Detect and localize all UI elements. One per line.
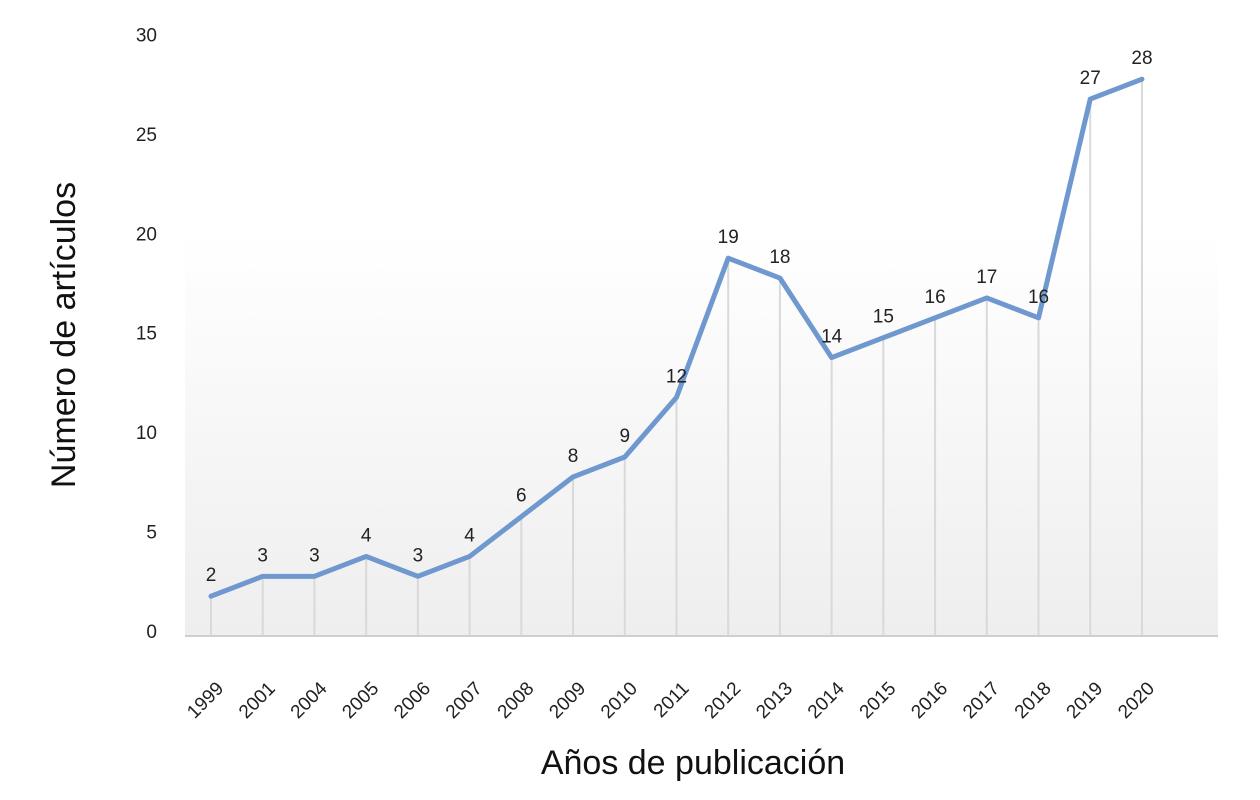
data-label: 3 xyxy=(309,545,320,566)
y-tick-label: 0 xyxy=(146,622,157,643)
data-label: 3 xyxy=(257,545,268,566)
data-label: 16 xyxy=(925,287,946,308)
x-axis-title: Años de publicación xyxy=(541,744,845,782)
x-tick-label: 2012 xyxy=(701,678,746,723)
x-tick-label: 2016 xyxy=(907,678,952,723)
x-tick-label: 2019 xyxy=(1063,678,1108,723)
data-label: 28 xyxy=(1131,48,1152,69)
data-line xyxy=(208,76,1145,599)
x-tick-label: 2006 xyxy=(390,678,435,723)
plot-background xyxy=(185,230,1218,636)
x-tick-label: 2017 xyxy=(959,678,1004,723)
data-label: 27 xyxy=(1080,68,1101,89)
y-tick-label: 30 xyxy=(136,25,157,46)
x-tick-label: 1999 xyxy=(183,678,228,723)
y-tick-label: 10 xyxy=(136,423,157,444)
x-tick-label: 2008 xyxy=(494,678,539,723)
x-tick-label: 2011 xyxy=(650,678,694,722)
x-tick-label: 2018 xyxy=(1011,678,1056,723)
x-tick-label: 2007 xyxy=(442,678,487,723)
data-label: 14 xyxy=(821,327,843,348)
x-tick-label: 2015 xyxy=(856,678,901,723)
y-tick-label: 15 xyxy=(136,324,157,345)
data-label: 19 xyxy=(718,227,739,248)
data-label: 4 xyxy=(464,525,475,546)
data-label: 6 xyxy=(516,486,527,507)
y-tick-label: 20 xyxy=(136,224,157,245)
y-tick-label: 25 xyxy=(136,125,157,146)
y-tick-label: 5 xyxy=(146,523,157,544)
x-tick-label: 2005 xyxy=(338,678,383,723)
x-tick-label: 2020 xyxy=(1114,678,1159,723)
data-label: 4 xyxy=(361,525,372,546)
data-label: 18 xyxy=(769,247,790,268)
x-tick-label: 2001 xyxy=(235,678,280,723)
x-tick-label: 2014 xyxy=(804,678,849,723)
y-axis-title: Número de artículos xyxy=(45,182,83,488)
x-tick-label: 2004 xyxy=(287,678,332,723)
data-label: 16 xyxy=(1028,287,1049,308)
x-tick-label: 2010 xyxy=(597,678,642,723)
data-label: 12 xyxy=(666,366,687,387)
data-label: 17 xyxy=(976,267,997,288)
x-tick-label: 2013 xyxy=(752,678,797,723)
data-label: 8 xyxy=(568,446,579,467)
data-label: 2 xyxy=(206,565,217,586)
data-label: 15 xyxy=(873,307,894,328)
data-label: 9 xyxy=(619,426,630,447)
x-tick-label: 2009 xyxy=(545,678,590,723)
data-label: 3 xyxy=(413,545,424,566)
